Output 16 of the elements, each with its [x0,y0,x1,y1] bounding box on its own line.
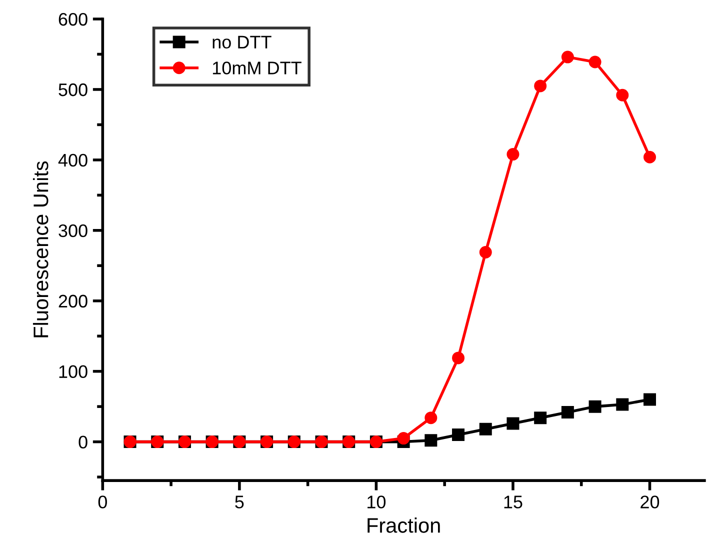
x-axis-title: Fraction [368,518,440,533]
legend-label: no DTT [212,36,272,49]
x-tick-label: 0 [98,496,107,508]
y-tick-label: 500 [58,83,88,96]
x-tick-label: 15 [504,496,522,508]
x-tick-label: 10 [368,496,386,508]
y-tick-label: 600 [58,12,88,26]
legend-label: 10mM DTT [212,62,302,74]
y-axis-title: Fluorescence Units [32,161,48,338]
y-tick-label: 400 [58,154,88,167]
x-tick-label: 20 [640,496,660,508]
y-tick-label: 100 [59,365,88,378]
x-tick-label: 5 [235,496,244,508]
y-tick-label: 200 [58,294,88,308]
y-tick-label: 300 [58,224,88,238]
y-tick-label: 0 [78,436,88,449]
